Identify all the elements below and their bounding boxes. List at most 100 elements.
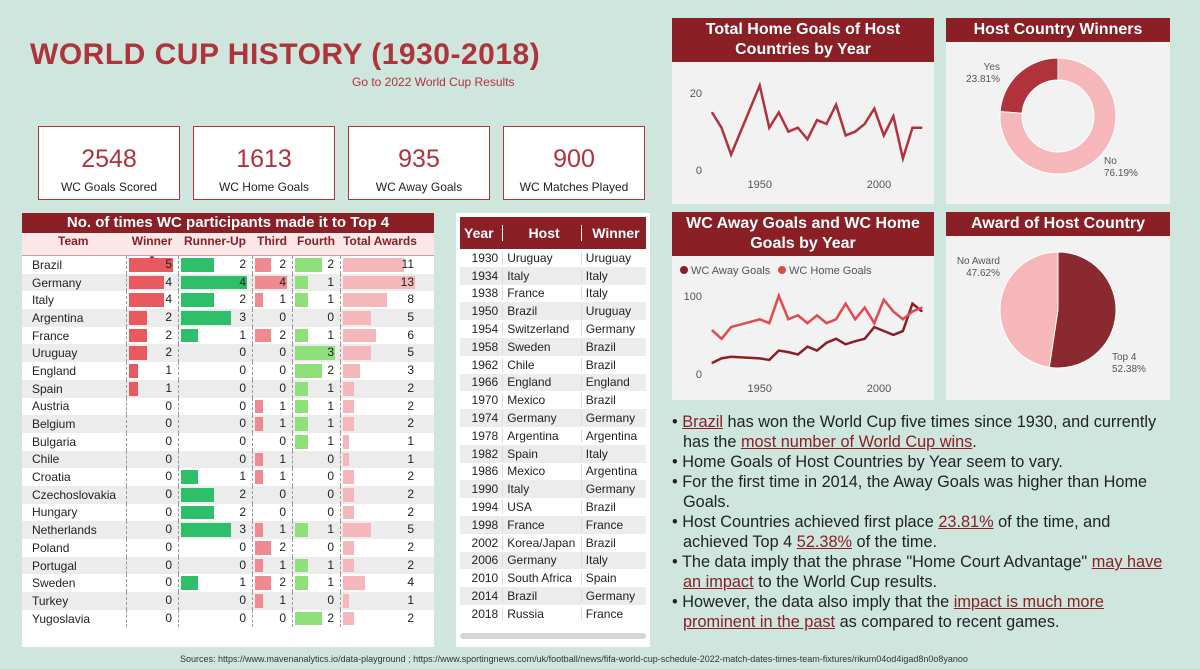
- insight-text: .: [972, 433, 977, 451]
- fourth-value: 1: [327, 433, 334, 448]
- third-cell: 0: [252, 503, 292, 522]
- insight-link[interactable]: may have an impact: [683, 553, 1163, 591]
- insight-item: Home Goals of Host Countries by Year see…: [672, 452, 1172, 472]
- host-cell: France: [502, 286, 581, 301]
- total-bar: [343, 417, 355, 431]
- insight-item: The data imply that the phrase "Home Cou…: [672, 552, 1172, 592]
- series-line-0: [710, 81, 922, 164]
- third-bar: [255, 558, 263, 573]
- col-total-awards[interactable]: Total Awards: [343, 234, 417, 248]
- runner-up-value: 0: [239, 433, 246, 448]
- year-cell: 1962: [471, 357, 499, 372]
- winner-value: 0: [165, 540, 172, 554]
- total-cell: 5: [340, 309, 420, 327]
- winner-cell: 0: [126, 574, 178, 593]
- kpi-away-goals: 935 WC Away Goals: [348, 126, 490, 200]
- total-cell: 2: [340, 397, 420, 416]
- kpi-label: WC Away Goals: [375, 180, 463, 194]
- link-2022-results[interactable]: Go to 2022 World Cup Results: [352, 75, 515, 89]
- col-host[interactable]: Host: [502, 225, 581, 241]
- team-name: Yugoslavia: [32, 611, 91, 626]
- third-value: 0: [279, 345, 286, 360]
- col-runner-up[interactable]: Runner-Up: [184, 234, 246, 248]
- host-table-rows: 1930 Uruguay Uruguay 1934 Italy Italy 1938 Fran…: [460, 249, 646, 623]
- total-value: 5: [407, 310, 414, 325]
- data-point: [720, 357, 723, 359]
- winner-value: 2: [165, 327, 172, 342]
- data-point: [902, 330, 904, 332]
- col-fourth[interactable]: Fourth: [297, 234, 335, 248]
- runner-up-bar: [181, 275, 247, 290]
- runner-up-value: 2: [239, 292, 246, 307]
- runner-up-cell: 1: [178, 326, 252, 345]
- host-cell: Spain: [502, 446, 581, 461]
- third-value: 4: [279, 274, 286, 289]
- fourth-bar: [295, 293, 309, 308]
- table-row: Brazil 5 2 2 2 11: [22, 256, 434, 274]
- horizontal-scrollbar[interactable]: [460, 633, 646, 639]
- x-tick-label: 2000: [867, 179, 891, 191]
- y-tick-label: 0: [696, 165, 702, 177]
- team-name: Sweden: [32, 576, 76, 591]
- insight-link[interactable]: Brazil: [682, 413, 723, 431]
- winner-value: 0: [165, 433, 172, 448]
- col-year[interactable]: Year: [464, 225, 494, 241]
- team-name: Turkey: [32, 593, 69, 608]
- third-cell: 4: [252, 273, 292, 292]
- data-point: [778, 349, 780, 352]
- insight-item: For the first time in 2014, the Away Goa…: [672, 472, 1172, 512]
- insight-link[interactable]: most number of World Cup wins: [740, 433, 973, 451]
- top4-column-headers: Team Winner▼ Runner-Up Third Fourth Tota…: [22, 233, 434, 263]
- team-name: Czechoslovakia: [32, 487, 117, 502]
- table-row: Sweden 0 1 2 1 4: [22, 574, 434, 593]
- winner-cell: France: [580, 517, 646, 532]
- winner-cell: 2: [126, 326, 178, 345]
- fourth-bar: [295, 381, 309, 396]
- insight-link[interactable]: impact is much more prominent in the pas…: [683, 593, 1104, 631]
- runner-up-cell: 1: [178, 468, 252, 486]
- insight-link[interactable]: 52.38%: [796, 533, 852, 551]
- table-row: 1970 Mexico Brazil: [460, 391, 646, 409]
- team-name: Italy: [32, 293, 55, 308]
- kpi-goals-scored: 2548 WC Goals Scored: [38, 126, 180, 200]
- runner-up-bar: [181, 328, 198, 343]
- third-value: 0: [279, 504, 286, 519]
- col-team[interactable]: Team: [58, 234, 89, 248]
- table-row: 1938 France Italy: [460, 285, 646, 303]
- insight-text: Host Countries achieved first place: [682, 513, 939, 531]
- runner-up-cell: 0: [178, 450, 252, 469]
- total-cell: 13: [340, 273, 420, 292]
- data-point: [787, 131, 789, 133]
- col-winner[interactable]: Winner: [580, 225, 646, 241]
- host-winner-table: Year Host Winner 1930 Uruguay Uruguay 1934 I…: [456, 213, 650, 647]
- runner-up-cell: 0: [178, 432, 252, 451]
- x-tick-label: 2000: [867, 383, 891, 395]
- host-cell: Argentina: [502, 428, 581, 443]
- winner-cell: England: [580, 375, 646, 390]
- winner-cell: 0: [126, 539, 178, 557]
- winner-value: 0: [165, 610, 172, 625]
- table-row: 1966 England England: [460, 373, 646, 392]
- slice-value: 23.81%: [966, 74, 1000, 85]
- table-row: Portugal 0 0 1 1 2: [22, 556, 434, 575]
- fourth-value: 0: [327, 310, 334, 325]
- fourth-bar: [295, 576, 309, 591]
- insight-link[interactable]: 23.81%: [938, 513, 994, 531]
- col-winner[interactable]: Winner▼: [126, 233, 178, 263]
- fourth-bar: [295, 558, 309, 573]
- winner-cell: Italy: [580, 446, 646, 461]
- third-value: 1: [279, 593, 286, 608]
- third-bar: [255, 452, 263, 467]
- table-row: 1982 Spain Italy: [460, 444, 646, 463]
- runner-up-cell: 3: [178, 309, 252, 327]
- year-cell: 2018: [471, 606, 499, 621]
- col-third[interactable]: Third: [257, 234, 287, 248]
- fourth-value: 1: [327, 522, 334, 537]
- runner-up-value: 1: [239, 469, 246, 484]
- data-point: [825, 322, 828, 324]
- third-value: 0: [279, 363, 286, 378]
- runner-up-value: 3: [239, 310, 246, 325]
- team-name: Belgium: [32, 417, 76, 432]
- total-bar: [343, 452, 349, 467]
